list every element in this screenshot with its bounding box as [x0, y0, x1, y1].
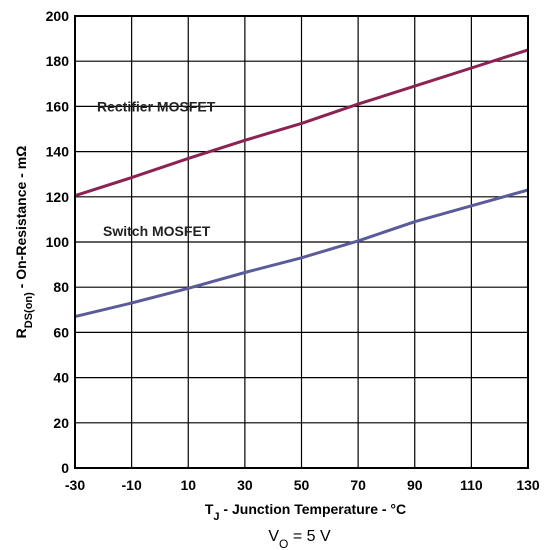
- y-tick-label: 60: [53, 324, 69, 340]
- x-tick-label: 70: [350, 477, 366, 493]
- series-line-rectifier-mosfet: [74, 48, 529, 198]
- y-tick-label: 120: [46, 189, 70, 205]
- series-label-rectifier-mosfet: Rectifier MOSFET: [97, 98, 216, 114]
- y-tick-label: 140: [46, 144, 70, 160]
- y-axis-title-rest: - On-Resistance - mΩ: [13, 146, 29, 293]
- y-tick-label: 180: [46, 53, 70, 69]
- caption-rest: = 5 V: [288, 528, 331, 545]
- x-tick-labels: -30 -10 10 30 50 70 90 110 130: [65, 477, 540, 493]
- x-axis-title: TJ - Junction Temperature - °C: [205, 501, 406, 523]
- grid: [74, 15, 529, 469]
- x-axis-title-rest: - Junction Temperature - °C: [220, 501, 407, 517]
- y-tick-label: 80: [53, 279, 69, 295]
- y-tick-label: 200: [46, 8, 70, 24]
- x-axis-title-main: T: [205, 501, 214, 517]
- y-tick-label: 160: [46, 98, 70, 114]
- y-tick-label: 100: [46, 234, 70, 250]
- y-axis-title-subscript: DS(on): [23, 292, 35, 328]
- chart-caption: VO = 5 V: [268, 528, 331, 550]
- caption-subscript: O: [279, 537, 288, 550]
- x-tick-label: 10: [180, 477, 196, 493]
- y-axis-title: RDS(on) - On-Resistance - mΩ: [13, 146, 35, 339]
- x-tick-label: -30: [65, 477, 85, 493]
- x-tick-label: -10: [122, 477, 142, 493]
- x-tick-label: 50: [294, 477, 310, 493]
- series-lines: [74, 48, 529, 319]
- series-line-switch-mosfet: [74, 188, 529, 319]
- x-axis-title-subscript: J: [213, 511, 219, 523]
- y-tick-label: 20: [53, 415, 69, 431]
- y-axis-title-main: R: [13, 328, 29, 338]
- y-tick-label: 0: [61, 460, 69, 476]
- x-tick-label: 90: [407, 477, 423, 493]
- y-tick-label: 40: [53, 370, 69, 386]
- y-tick-labels: 0 20 40 60 80 100 120 140 160 180 200: [46, 8, 70, 476]
- x-tick-label: 110: [460, 477, 483, 493]
- series-label-switch-mosfet: Switch MOSFET: [103, 223, 211, 239]
- plot-frame: [74, 15, 529, 469]
- caption-main: V: [268, 528, 279, 545]
- x-tick-label: 30: [237, 477, 253, 493]
- x-tick-label: 130: [516, 477, 540, 493]
- series-labels: Rectifier MOSFET Switch MOSFET: [97, 98, 216, 239]
